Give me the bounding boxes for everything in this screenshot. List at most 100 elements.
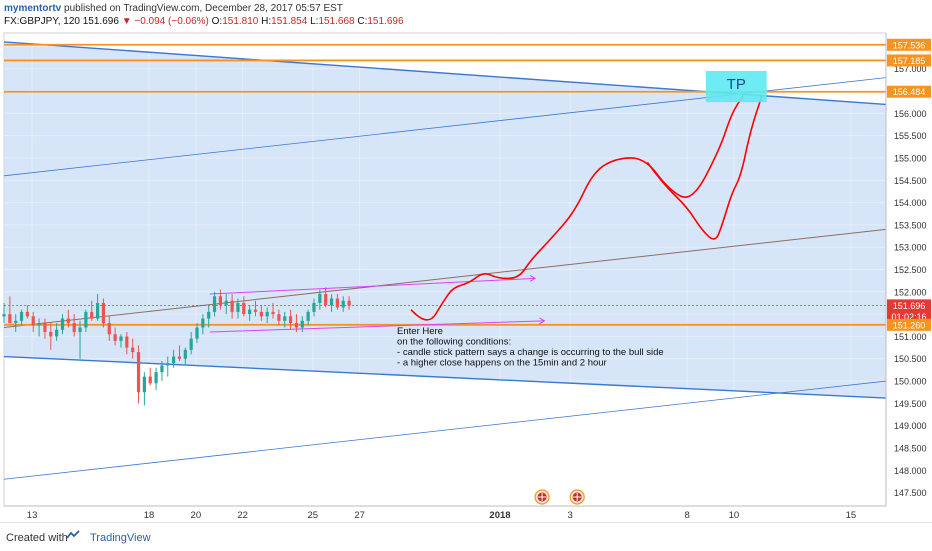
footer-bar: Created with TradingView bbox=[0, 522, 932, 551]
price-label-text: 157.185 bbox=[893, 56, 926, 66]
candle-body bbox=[318, 294, 322, 303]
y-tick-label: 147.500 bbox=[894, 488, 927, 498]
x-tick-label: 15 bbox=[846, 510, 857, 521]
x-tick-label: 20 bbox=[191, 510, 202, 521]
tp-label: TP bbox=[727, 76, 746, 93]
low-label: L: bbox=[310, 16, 319, 27]
candle-body bbox=[154, 372, 158, 384]
candle-body bbox=[195, 327, 199, 339]
candle-body bbox=[31, 316, 35, 326]
x-axis: 13 18 20 22 25 27 2018 3 8 10 15 bbox=[4, 505, 886, 521]
candle-body bbox=[324, 294, 328, 306]
candle-body bbox=[218, 296, 223, 306]
close-label: C: bbox=[357, 16, 368, 27]
candle-body bbox=[248, 309, 252, 315]
candle-body bbox=[95, 302, 100, 319]
x-tick-label: 13 bbox=[27, 510, 38, 521]
price-label-box bbox=[887, 299, 931, 312]
x-tick-label: 27 bbox=[354, 510, 365, 521]
price-label-text: 151.260 bbox=[893, 320, 926, 330]
trend-line bbox=[3, 228, 887, 329]
open-value: 151.810 bbox=[222, 16, 259, 27]
candle-body bbox=[25, 311, 29, 317]
y-tick-label: 148.000 bbox=[894, 466, 927, 476]
x-tick-label: 18 bbox=[144, 510, 155, 521]
price-label-text: 01:02:16 bbox=[891, 312, 926, 322]
candle-body bbox=[19, 311, 24, 321]
tp-box bbox=[705, 70, 767, 103]
candle-body bbox=[189, 338, 193, 350]
price-label-text: 156.484 bbox=[893, 87, 926, 97]
annotation-text-line: Enter Here bbox=[397, 326, 443, 337]
candles-layer bbox=[2, 287, 351, 406]
x-tick-label: 3 bbox=[568, 510, 573, 521]
y-tick-label: 155.000 bbox=[894, 153, 927, 163]
candle-body bbox=[236, 302, 240, 312]
projection-curve bbox=[646, 95, 763, 240]
y-tick-label: 149.500 bbox=[894, 399, 927, 409]
x-tick-label: 10 bbox=[729, 510, 740, 521]
channel-lower-thin-line bbox=[3, 380, 887, 480]
y-tick-label: 153.500 bbox=[894, 220, 927, 230]
x-tick-label: 25 bbox=[308, 510, 319, 521]
candle-body bbox=[242, 302, 246, 315]
candle-body bbox=[207, 311, 211, 319]
y-tick-label: 157.000 bbox=[894, 64, 927, 74]
candle-body bbox=[90, 311, 94, 319]
candle-body bbox=[131, 347, 135, 353]
candle-body bbox=[288, 316, 293, 324]
candle-body bbox=[212, 296, 217, 312]
annotation-text-line: - candle stick pattern says a change is … bbox=[397, 347, 664, 358]
low-value: 151.668 bbox=[318, 16, 355, 27]
tradingview-brand-link[interactable]: TradingView bbox=[90, 532, 151, 544]
price-label-text: 151.696 bbox=[893, 301, 926, 311]
author-name[interactable]: mymentortv bbox=[4, 3, 62, 14]
candle-body bbox=[329, 298, 334, 306]
candle-body bbox=[125, 336, 129, 348]
y-tick-label: 151.000 bbox=[894, 332, 927, 342]
symbol-name[interactable]: FX:GBPJPY, 120 bbox=[4, 16, 80, 27]
y-tick-label: 150.500 bbox=[894, 354, 927, 364]
price-change: −0.094 (−0.06%) bbox=[134, 16, 209, 27]
candle-body bbox=[312, 302, 316, 312]
last-price: 151.696 bbox=[82, 16, 119, 27]
candle-body bbox=[283, 316, 287, 321]
y-tick-label: 152.500 bbox=[894, 265, 927, 275]
candle-body bbox=[2, 314, 6, 317]
candle-body bbox=[341, 300, 345, 308]
arrow-head-icon bbox=[529, 274, 537, 282]
event-flag-cross bbox=[573, 493, 582, 501]
projection-curve bbox=[410, 95, 744, 321]
publish-header: mymentortv published on TradingView.com,… bbox=[4, 3, 343, 14]
y-tick-label: 154.000 bbox=[894, 198, 927, 208]
candle-body bbox=[306, 311, 310, 321]
candle-body bbox=[107, 323, 111, 335]
down-arrow-icon: ▼ bbox=[121, 16, 132, 27]
candle-body bbox=[160, 365, 164, 373]
candle-body bbox=[148, 376, 152, 384]
y-tick-label: 152.000 bbox=[894, 287, 927, 297]
candle-body bbox=[166, 363, 170, 366]
y-tick-label: 149.000 bbox=[894, 421, 927, 431]
candle-body bbox=[8, 314, 12, 324]
candle-body bbox=[347, 300, 351, 306]
candle-body bbox=[172, 356, 176, 364]
candle-body bbox=[49, 331, 53, 337]
candle-body bbox=[259, 311, 263, 317]
channel-fill bbox=[4, 41, 886, 399]
close-value: 151.696 bbox=[367, 16, 404, 27]
y-tick-label: 148.500 bbox=[894, 443, 927, 453]
channel-lower-line bbox=[3, 355, 887, 399]
candle-body bbox=[253, 309, 258, 312]
x-tick-label: 8 bbox=[684, 510, 689, 521]
x-tick-label: 22 bbox=[237, 510, 248, 521]
magenta-trend-line bbox=[209, 320, 545, 333]
grid-layer bbox=[4, 33, 886, 506]
candle-body bbox=[335, 298, 339, 308]
y-tick-label: 153.000 bbox=[894, 243, 927, 253]
price-label-text: 157.536 bbox=[893, 40, 926, 50]
price-label-box bbox=[887, 85, 931, 98]
high-label: H: bbox=[261, 16, 272, 27]
